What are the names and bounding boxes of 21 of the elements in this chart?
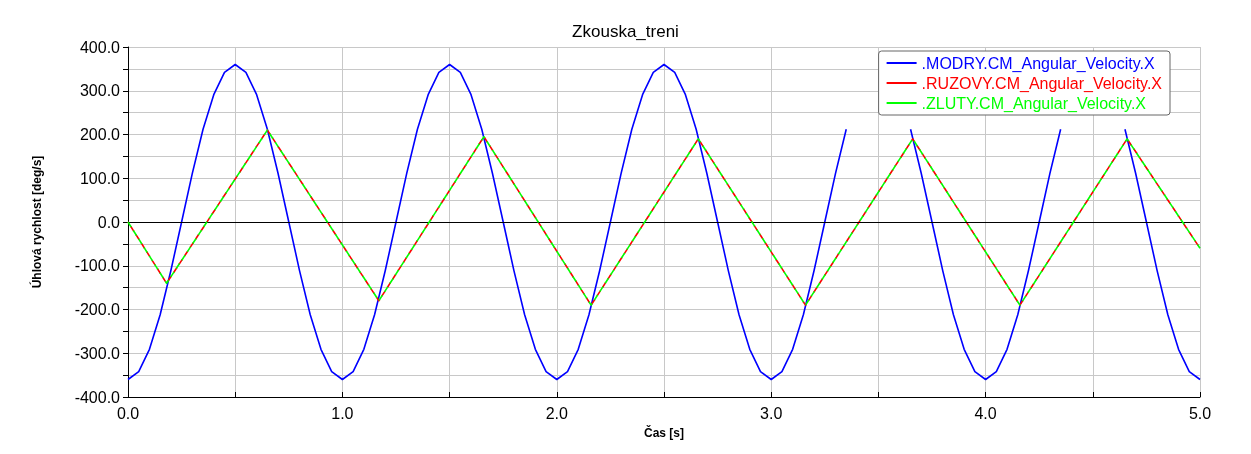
x-tick-label: 0.0 — [116, 404, 140, 422]
y-tick-label: -100.0 — [74, 257, 121, 275]
y-tick-label: 100.0 — [79, 169, 121, 187]
x-tick-label: 1.0 — [331, 404, 354, 422]
y-tick-label: 0.0 — [97, 213, 121, 231]
x-tick-label: 2.0 — [545, 404, 569, 422]
y-tick-label: -200.0 — [74, 301, 121, 318]
legend-label: .ZLUTY.CM_Angular_Velocity.X — [921, 94, 1147, 113]
x-tick-label: 3.0 — [760, 404, 783, 422]
legend-label: .MODRY.CM_Angular_Velocity.X — [921, 54, 1155, 73]
y-tick-label: 200.0 — [79, 126, 121, 143]
y-axis-title: Úhlová rychlost [deg/s] — [29, 155, 44, 289]
y-tick-label: 300.0 — [79, 82, 121, 100]
chart-title: Zkouska_treni — [572, 22, 679, 41]
x-axis-title: Čas [s] — [643, 425, 685, 440]
legend-label: .RUZOVY.CM_Angular_Velocity.X — [921, 74, 1163, 93]
y-tick-label: 400.0 — [79, 38, 121, 56]
y-tick-label: -400.0 — [74, 388, 121, 406]
x-tick-label: 5.0 — [1188, 404, 1212, 422]
y-tick-label: -300.0 — [74, 344, 121, 362]
x-tick-label: 4.0 — [974, 404, 997, 422]
